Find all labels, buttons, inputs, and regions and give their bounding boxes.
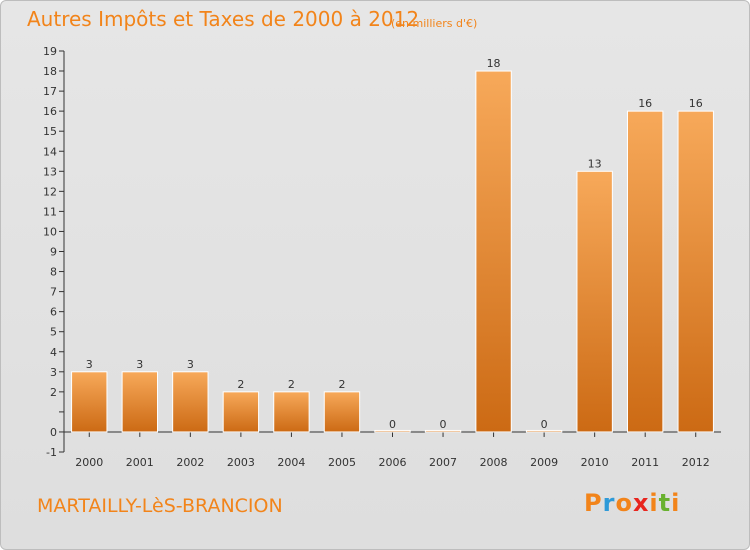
commune-name: MARTAILLY-LèS-BRANCION: [37, 495, 283, 517]
bar: [374, 429, 411, 433]
bar: [627, 110, 664, 433]
data-label: 13: [588, 157, 602, 170]
data-label: 0: [440, 418, 447, 431]
x-tick-label: 2005: [328, 456, 356, 469]
brand-letter: x: [632, 489, 650, 517]
bar: [222, 391, 260, 433]
bar: [323, 391, 361, 433]
data-label: 0: [541, 418, 548, 431]
y-tick-label: 8: [50, 266, 57, 279]
x-tick-label: 2011: [631, 456, 659, 469]
x-tick-label: 2012: [682, 456, 710, 469]
data-label: 16: [689, 97, 703, 110]
data-label: 2: [288, 378, 295, 391]
x-tick-label: 2004: [277, 456, 305, 469]
y-tick-label: 7: [50, 286, 57, 299]
y-tick-label: 4: [50, 346, 57, 359]
x-tick-label: 2007: [429, 456, 457, 469]
data-label: 3: [86, 358, 93, 371]
bar: [172, 371, 209, 433]
y-tick-label: 0: [50, 426, 57, 439]
y-tick-label: 14: [43, 145, 57, 158]
chart-unit-label: (en milliers d'€): [391, 17, 478, 30]
brand-letter: o: [615, 489, 633, 517]
brand-letter: i: [671, 489, 681, 517]
bar: [424, 429, 462, 433]
y-tick-label: 13: [43, 165, 57, 178]
brand-letter: r: [602, 489, 616, 517]
y-tick-label: 9: [50, 246, 57, 259]
bar: [525, 429, 563, 433]
y-tick-label: 15: [43, 125, 57, 138]
y-tick-label: 5: [50, 326, 57, 339]
y-tick-label: -1: [46, 446, 57, 459]
bar: [576, 170, 613, 433]
data-label: 3: [136, 358, 143, 371]
y-tick-label: 12: [43, 185, 57, 198]
y-tick-label: 3: [50, 366, 57, 379]
x-tick-label: 2008: [480, 456, 508, 469]
data-label: 3: [187, 358, 194, 371]
x-tick-label: 2006: [379, 456, 407, 469]
proxiti-logo: Proxiti: [584, 489, 680, 517]
data-label: 18: [487, 57, 501, 70]
chart-title: Autres Impôts et Taxes de 2000 à 2012: [27, 7, 420, 31]
brand-letter: P: [584, 489, 603, 517]
chart-bars: [71, 70, 714, 433]
bar: [71, 371, 108, 433]
bar: [121, 371, 158, 433]
bar: [677, 110, 714, 433]
chart-data-labels: 3 3 3 2 2 2 0 0 18 0 13 16 16: [86, 57, 703, 431]
y-tick-label: 16: [43, 105, 57, 118]
y-tick-label: 2: [50, 386, 57, 399]
x-tick-label: 2002: [176, 456, 204, 469]
data-label: 16: [638, 97, 652, 110]
y-tick-label: 19: [43, 45, 57, 58]
data-label: 0: [389, 418, 396, 431]
y-tick-label: 18: [43, 65, 57, 78]
y-tick-label: 6: [50, 306, 57, 319]
brand-letter: i: [649, 489, 659, 517]
y-tick-label: 17: [43, 85, 57, 98]
data-label: 2: [338, 378, 345, 391]
x-tick-label: 2009: [530, 456, 558, 469]
x-tick-label: 2003: [227, 456, 255, 469]
x-tick-label: 2010: [581, 456, 609, 469]
y-tick-label: 10: [43, 225, 57, 238]
bar: [475, 70, 512, 433]
data-label: 2: [237, 378, 244, 391]
brand-letter: t: [658, 489, 672, 517]
y-tick-label: 11: [43, 205, 57, 218]
x-tick-label: 2000: [75, 456, 103, 469]
x-tick-label: 2001: [126, 456, 154, 469]
bar: [273, 391, 310, 433]
